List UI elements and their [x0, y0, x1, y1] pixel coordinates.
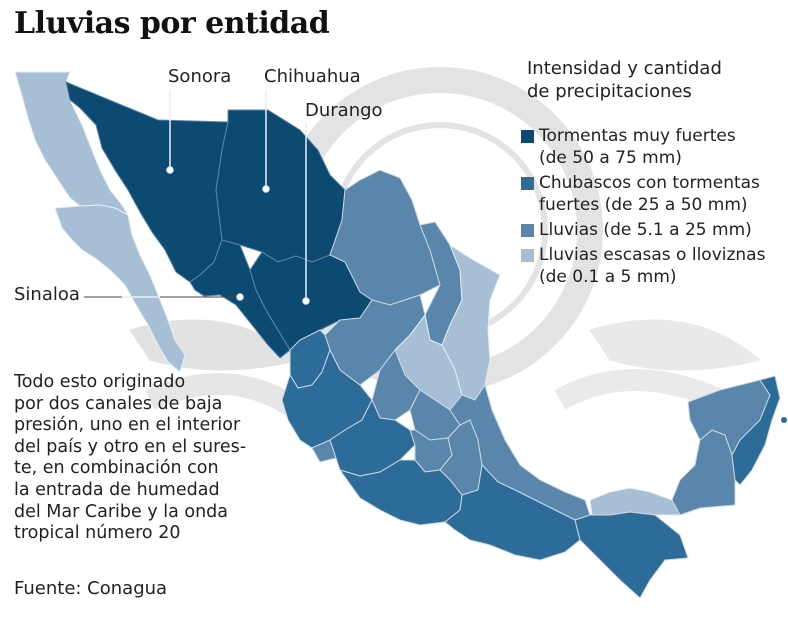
state-guerrero[interactable] — [338, 459, 463, 526]
map-label-sinaloa: Sinaloa — [14, 284, 80, 305]
explanatory-note: Todo esto originado por dos canales de b… — [14, 372, 247, 544]
state-campeche[interactable] — [671, 429, 736, 516]
legend-item-strong: Chubascos con tormentas fuertes (de 25 a … — [521, 172, 785, 216]
source-credit: Fuente: Conagua — [14, 578, 168, 599]
label-leader-lines — [166, 90, 310, 305]
swatch-rain-icon — [521, 224, 534, 237]
state-tabasco[interactable] — [589, 487, 681, 516]
map-label-sonora: Sonora — [168, 66, 232, 87]
legend-item-light: Lluvias escasas o lloviznas (de 0.1 a 5 m… — [521, 244, 785, 288]
legend-item-rain: Lluvias (de 5.1 a 25 mm) — [521, 219, 785, 241]
island-cozumel — [781, 417, 787, 423]
swatch-light-icon — [521, 249, 534, 262]
state-oaxaca[interactable] — [444, 463, 581, 561]
state-quintana-roo[interactable] — [731, 375, 781, 486]
legend-item-very-strong: Tormentas muy fuertes (de 50 a 75 mm) — [521, 125, 785, 169]
map-label-durango: Durango — [305, 100, 383, 121]
legend: Intensidad y cantidad de precipitaciones… — [521, 57, 785, 291]
swatch-strong-icon — [521, 177, 534, 190]
state-chiapas[interactable] — [574, 511, 689, 599]
swatch-very-strong-icon — [521, 130, 534, 143]
map-label-chihuahua: Chihuahua — [264, 66, 361, 87]
page-title: Lluvias por entidad — [14, 6, 330, 41]
legend-title: Intensidad y cantidad de precipitaciones — [527, 58, 722, 102]
state-baja-california-sur[interactable] — [54, 204, 186, 373]
